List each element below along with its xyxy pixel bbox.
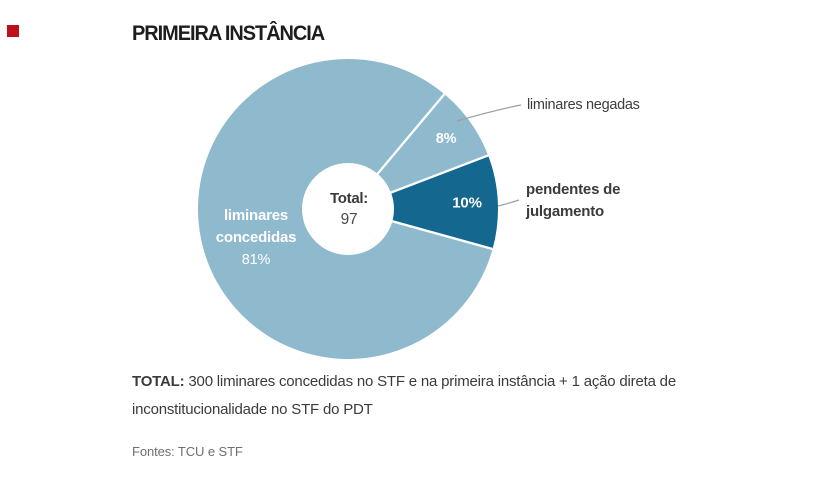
footer-total-line1-rest: 300 liminares concedidas no STF e na pri… xyxy=(188,373,676,390)
total-value: 97 xyxy=(340,211,358,228)
slice-value-negadas: 8% xyxy=(435,131,457,147)
concedidas-word-2: concedidas xyxy=(215,229,297,246)
footer-sources: Fontes: TCU e STF xyxy=(132,444,243,459)
page-title: PRIMEIRA INSTÂNCIA xyxy=(132,22,325,45)
brand-square-icon xyxy=(7,25,19,37)
annotation-pendentes-line2: julgamento xyxy=(526,203,605,220)
concedidas-word-1: liminares xyxy=(223,207,289,224)
donut-center-total: Total: 97 xyxy=(330,188,368,230)
annotation-negadas: liminares negadas xyxy=(527,97,640,113)
slice-value-concedidas: 81% xyxy=(241,252,271,268)
slice-value-pendentes: 10% xyxy=(452,194,482,212)
leader-line-pendentes xyxy=(497,199,520,207)
footer-total-text: TOTAL: 300 liminares concedidas no STF e … xyxy=(132,368,676,424)
donut-slice-pendentes-de-julgamento xyxy=(348,155,499,249)
donut-hole xyxy=(302,163,394,255)
annotation-pendentes-line1: pendentes de xyxy=(526,181,621,198)
annotation-pendentes: pendentes de julgamento xyxy=(526,179,620,223)
total-label: Total: xyxy=(330,190,368,207)
footer-total-line2: inconstitucionalidade no STF do PDT xyxy=(132,401,373,418)
footer-total-line1: TOTAL: 300 liminares concedidas no STF e … xyxy=(132,368,676,396)
leader-line-negadas xyxy=(456,104,522,122)
footer-total-prefix: TOTAL: xyxy=(132,373,185,390)
slice-label-concedidas: liminares concedidas 81% xyxy=(216,205,297,271)
